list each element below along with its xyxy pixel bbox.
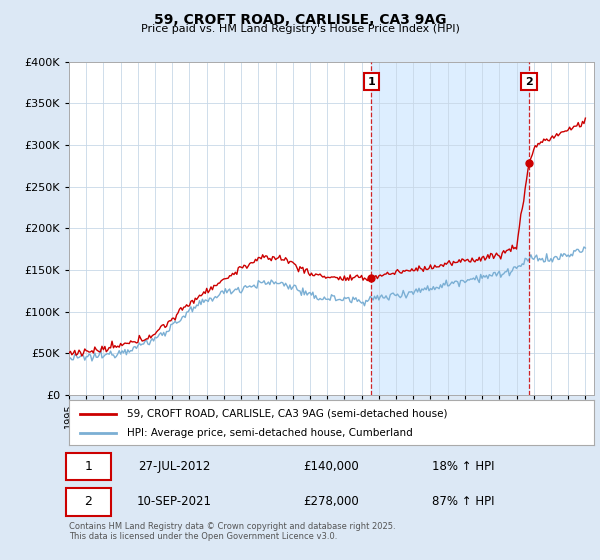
- Text: HPI: Average price, semi-detached house, Cumberland: HPI: Average price, semi-detached house,…: [127, 428, 413, 438]
- Text: 10-SEP-2021: 10-SEP-2021: [137, 495, 212, 508]
- Text: 2: 2: [85, 495, 92, 508]
- Text: 1: 1: [85, 460, 92, 473]
- Text: 59, CROFT ROAD, CARLISLE, CA3 9AG: 59, CROFT ROAD, CARLISLE, CA3 9AG: [154, 13, 446, 27]
- Text: 18% ↑ HPI: 18% ↑ HPI: [431, 460, 494, 473]
- Text: 1: 1: [368, 77, 376, 87]
- FancyBboxPatch shape: [67, 488, 111, 516]
- Text: Price paid vs. HM Land Registry's House Price Index (HPI): Price paid vs. HM Land Registry's House …: [140, 24, 460, 34]
- Bar: [371, 62, 529, 395]
- Text: 59, CROFT ROAD, CARLISLE, CA3 9AG (semi-detached house): 59, CROFT ROAD, CARLISLE, CA3 9AG (semi-…: [127, 409, 447, 419]
- Text: 27-JUL-2012: 27-JUL-2012: [138, 460, 210, 473]
- Text: £278,000: £278,000: [304, 495, 359, 508]
- Text: 87% ↑ HPI: 87% ↑ HPI: [431, 495, 494, 508]
- Text: £140,000: £140,000: [304, 460, 359, 473]
- Text: Contains HM Land Registry data © Crown copyright and database right 2025.
This d: Contains HM Land Registry data © Crown c…: [69, 522, 395, 542]
- Text: 2: 2: [525, 77, 533, 87]
- FancyBboxPatch shape: [67, 452, 111, 480]
